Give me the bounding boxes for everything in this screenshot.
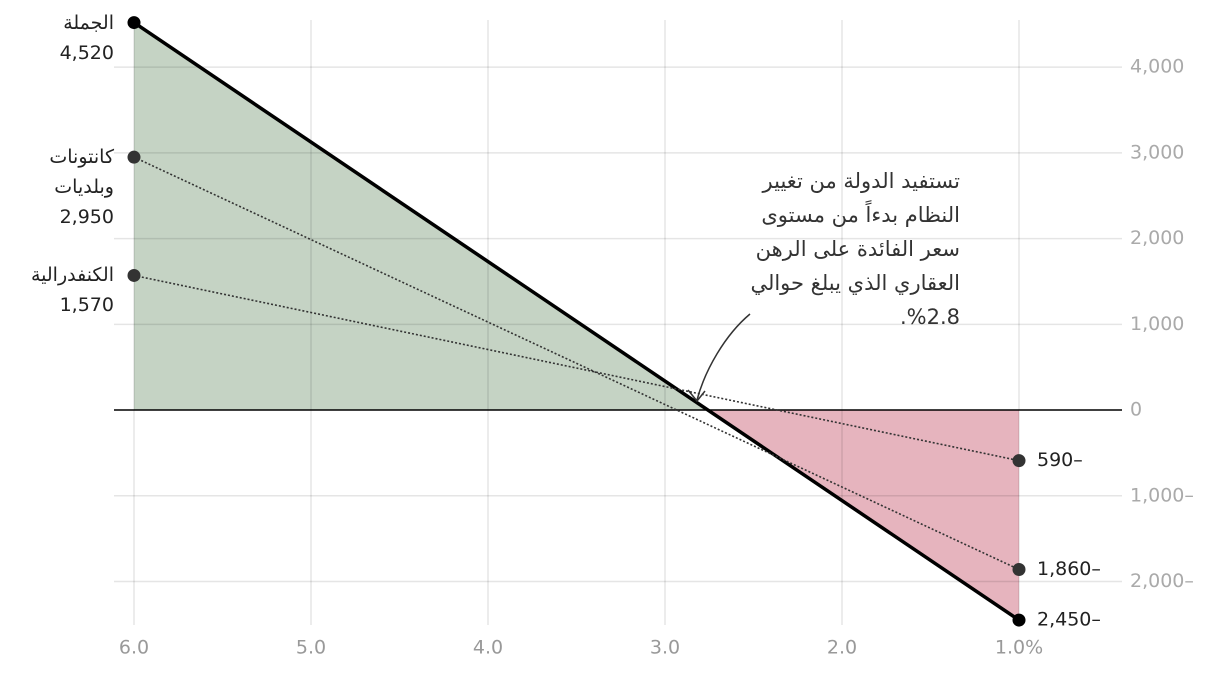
y-tick-label: 3,000 bbox=[1130, 141, 1184, 163]
legend-entry: الجملة bbox=[63, 11, 114, 34]
x-tick-label: 1.0% bbox=[995, 637, 1043, 659]
value-label: 1,570 bbox=[59, 294, 114, 317]
x-tick-label: 4.0 bbox=[473, 637, 503, 659]
point bbox=[1012, 562, 1026, 576]
annotation: تستفيد الدولة من تغيير النظام بدءاً من م… bbox=[750, 169, 960, 329]
value-label: 4,520 bbox=[59, 41, 114, 64]
x-tick-label: 6.0 bbox=[119, 637, 149, 659]
series-label: الكنفدرالية 1,570 bbox=[2, 260, 114, 320]
series-line bbox=[133, 156, 1020, 571]
y-tick-label: 1,000– bbox=[1130, 484, 1194, 506]
value-label: 2,450– bbox=[1037, 609, 1101, 631]
x-tick-label: 5.0 bbox=[296, 637, 326, 659]
legend-entry: الكنفدرالية bbox=[30, 264, 114, 287]
point bbox=[1012, 613, 1026, 627]
x-tick-label: 3.0 bbox=[650, 637, 680, 659]
value-label: 1,860– bbox=[1037, 558, 1101, 580]
y-tick-label: 0 bbox=[1130, 399, 1142, 421]
point bbox=[127, 16, 141, 30]
annotation-arrowhead bbox=[687, 389, 706, 403]
series-line bbox=[133, 274, 1020, 462]
series-label: كانتونات وبلديات 2,950 bbox=[2, 142, 114, 232]
y-tick-label: 1,000 bbox=[1130, 313, 1184, 335]
y-tick-label: 4,000 bbox=[1130, 56, 1184, 78]
x-tick-label: 2.0 bbox=[827, 637, 857, 659]
value-label: 2,950 bbox=[59, 206, 114, 229]
series-label: الجملة 4,520 bbox=[2, 8, 114, 68]
legend-entry: كانتونات وبلديات bbox=[49, 146, 114, 199]
y-tick-label: 2,000– bbox=[1130, 570, 1194, 592]
y-tick-label: 2,000 bbox=[1130, 227, 1184, 249]
series-line bbox=[133, 21, 1020, 622]
annotation-arrow bbox=[696, 313, 751, 401]
point bbox=[1012, 454, 1026, 468]
value-label: 590– bbox=[1037, 449, 1083, 471]
point bbox=[127, 268, 141, 282]
point bbox=[127, 150, 141, 164]
